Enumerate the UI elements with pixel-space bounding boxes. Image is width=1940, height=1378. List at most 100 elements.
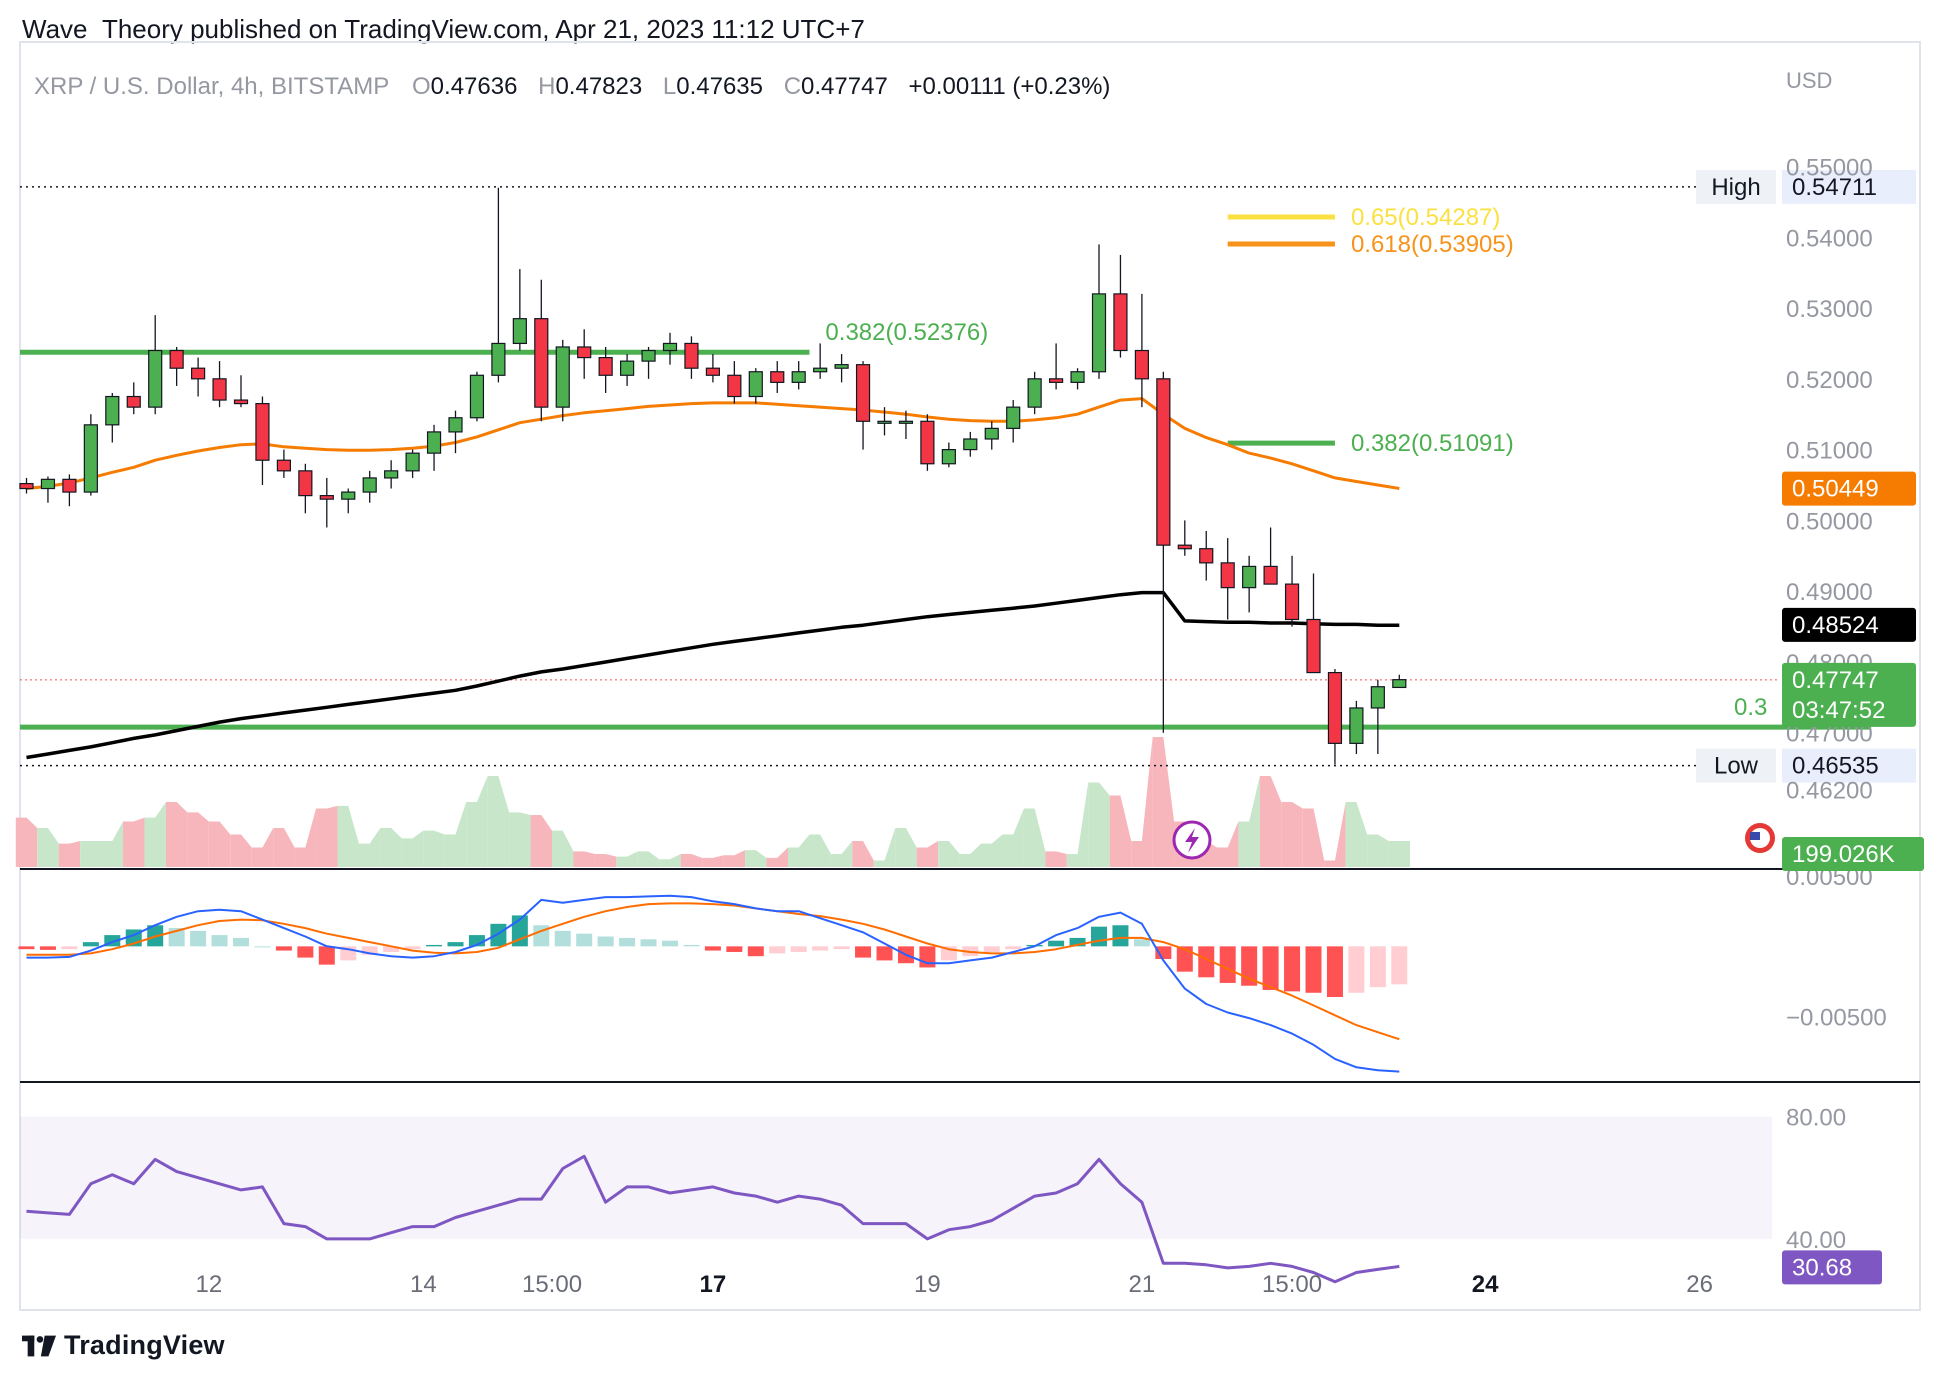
volume-bar xyxy=(1216,821,1239,867)
currency-label: USD xyxy=(1786,68,1832,93)
candle-body xyxy=(1156,378,1171,546)
candle-body xyxy=(148,349,163,408)
lightning-icon[interactable] xyxy=(1172,820,1212,860)
high-label: High xyxy=(1711,174,1760,201)
rsi-pane xyxy=(26,1154,1400,1284)
time-tick: 21 xyxy=(1129,1271,1156,1298)
candle-body xyxy=(662,342,678,352)
candle-body xyxy=(641,349,656,362)
macd-hist-bar xyxy=(1219,946,1236,983)
macd-line xyxy=(26,894,1400,1073)
candle-body xyxy=(748,371,763,398)
macd-hist-bar xyxy=(426,944,443,947)
macd-hist-bar xyxy=(790,946,807,952)
volume-bar xyxy=(680,854,703,867)
axis-labels: 199.026K 0.50449 0.48524 0.47747 03:47:52 30.… xyxy=(1782,471,1924,1285)
candle-body xyxy=(705,367,721,376)
candle-body xyxy=(984,427,999,440)
candle-body xyxy=(1070,371,1085,383)
macd-hist-bar xyxy=(297,946,314,958)
time-tick: 12 xyxy=(195,1271,222,1298)
macd-hist-bar xyxy=(1305,946,1322,993)
open-label: O xyxy=(412,73,431,100)
macd-tick: −0.00500 xyxy=(1786,1005,1887,1032)
candle-body xyxy=(276,459,291,472)
chart-frame xyxy=(19,41,1921,1311)
volume-tag-text: 199.026K xyxy=(1792,841,1895,868)
candles xyxy=(19,187,1407,765)
volume-bar xyxy=(1045,851,1067,867)
volume-bar xyxy=(573,851,595,867)
candle-body xyxy=(1284,583,1300,621)
volume-bar xyxy=(594,854,617,867)
volume-bar xyxy=(1023,808,1046,867)
candle-body xyxy=(83,424,98,493)
volume-tag-bg xyxy=(1782,837,1924,871)
candle-body xyxy=(555,346,570,408)
high-value: 0.54711 xyxy=(1792,174,1877,201)
candle-body xyxy=(191,367,206,380)
candle-body xyxy=(577,346,592,359)
volume-bar xyxy=(809,834,831,867)
volume-tag: 199.026K xyxy=(1782,837,1924,871)
candle-body xyxy=(1199,548,1214,564)
volume-bar xyxy=(552,830,574,867)
ema200-line xyxy=(26,590,1400,760)
volume-bar xyxy=(466,776,488,867)
volume-bar xyxy=(1152,737,1175,867)
candle-body xyxy=(1220,562,1235,589)
volume-bar xyxy=(15,817,38,867)
volume-bar xyxy=(1238,776,1260,867)
candle-body xyxy=(727,374,742,398)
moving-averages xyxy=(26,397,1400,760)
volume-bar xyxy=(208,821,231,867)
ema200-tag-text: 0.48524 xyxy=(1792,612,1879,639)
macd-hist-bar xyxy=(833,946,850,950)
change-value: +0.00111 (+0.23%) xyxy=(908,73,1110,100)
high-low-lines: High 0.54711 Low 0.46535 xyxy=(20,169,1916,783)
price-tick: 0.55000 xyxy=(1786,154,1873,181)
fib-label: 0.382(0.51091) xyxy=(1351,430,1514,457)
volume-bar xyxy=(981,834,1003,867)
low-value-bg xyxy=(1782,748,1916,783)
volume-bar xyxy=(444,802,467,867)
rsi-tag-bg xyxy=(1782,1250,1882,1285)
price-tick: 0.54000 xyxy=(1786,225,1873,252)
volume-bar xyxy=(251,828,274,867)
candle-body xyxy=(920,420,935,465)
volume-bar xyxy=(959,843,982,867)
macd-hist-bar xyxy=(383,946,400,952)
candle-body xyxy=(1392,679,1407,689)
candle-body xyxy=(791,371,806,383)
us-flag-icon xyxy=(1745,823,1775,853)
volume-bar xyxy=(273,828,295,867)
macd-pane xyxy=(18,894,1408,1073)
close-label: C xyxy=(784,73,801,100)
candle-body xyxy=(298,470,313,497)
volume-bar xyxy=(187,812,209,867)
rsi-tag: 30.68 xyxy=(1782,1250,1882,1285)
high-label-bg xyxy=(1696,169,1776,204)
candle-body xyxy=(963,438,978,451)
macd-hist-bar xyxy=(447,942,464,947)
macd-hist-bar xyxy=(39,946,56,950)
low-value: 0.47635 xyxy=(676,73,763,100)
macd-hist-bar xyxy=(726,946,743,952)
macd-hist-bar xyxy=(1133,939,1150,947)
tradingview-brand: TradingView xyxy=(64,1330,225,1360)
candle-body xyxy=(598,356,613,376)
high-value-bg xyxy=(1782,169,1916,204)
macd-hist-bar xyxy=(318,946,335,965)
macd-hist-bar xyxy=(18,946,35,950)
candle-body xyxy=(491,342,506,376)
tradingview-logo-icon xyxy=(22,1335,56,1356)
volume-bar xyxy=(37,828,59,867)
volume-bar xyxy=(830,841,853,867)
tradingview-logo[interactable]: TradingView xyxy=(22,1330,225,1361)
macd-hist-bar xyxy=(1176,946,1193,972)
macd-hist-bar xyxy=(769,946,786,954)
macd-hist-bar xyxy=(597,936,614,947)
candle-body xyxy=(212,378,227,401)
